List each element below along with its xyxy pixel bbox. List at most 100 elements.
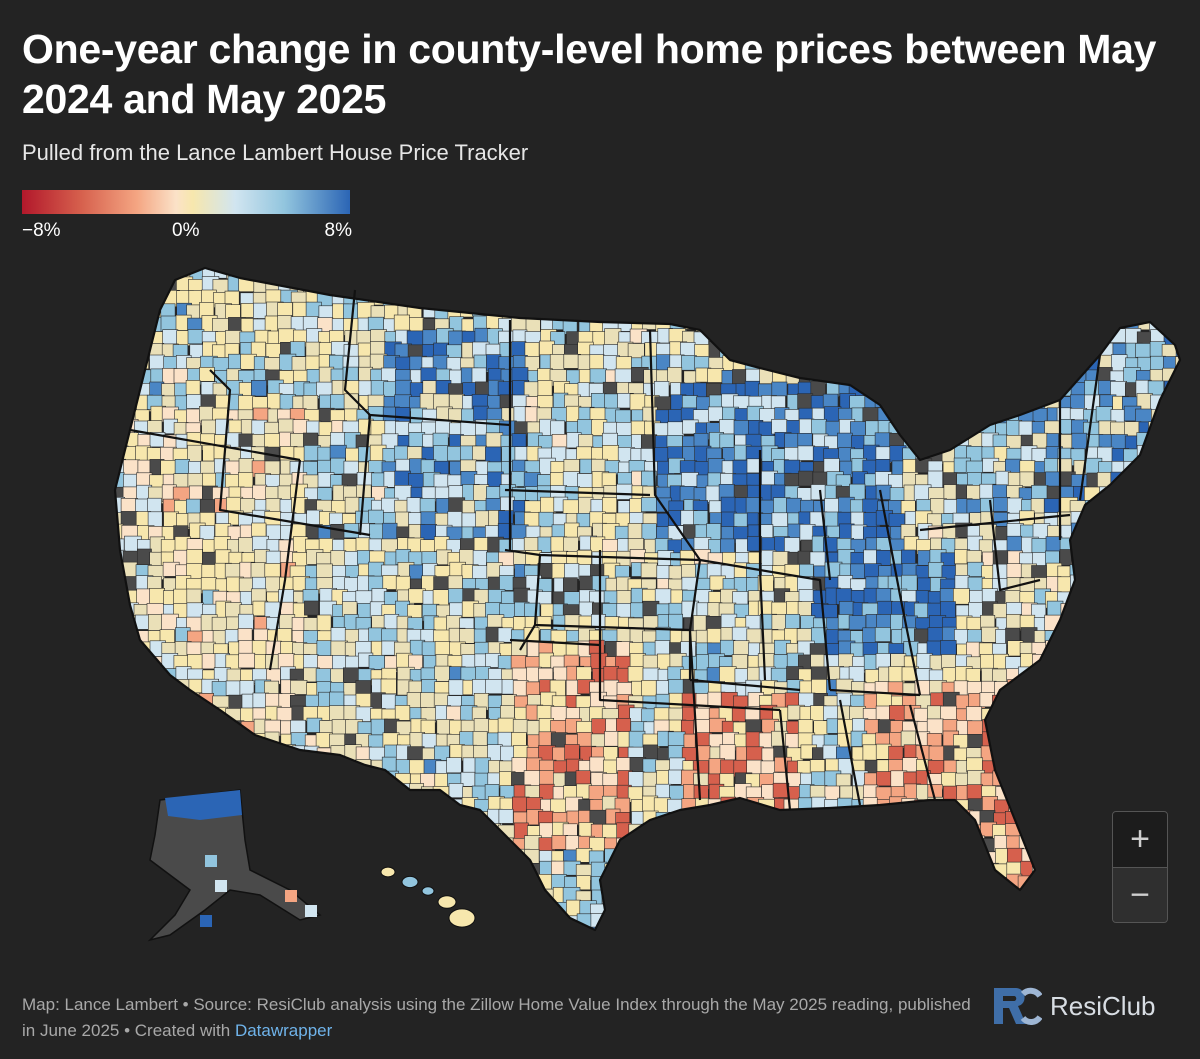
county-cell[interactable] <box>1058 915 1074 930</box>
county-cell[interactable] <box>1060 267 1077 284</box>
county-cell[interactable] <box>1136 538 1153 556</box>
county-cell[interactable] <box>1033 277 1049 294</box>
county-cell[interactable] <box>602 823 619 840</box>
county-cell[interactable] <box>668 278 685 296</box>
county-cell[interactable] <box>745 809 761 826</box>
county-cell[interactable] <box>864 900 880 917</box>
county-cell[interactable] <box>1136 617 1152 633</box>
county-cell[interactable] <box>1123 785 1141 802</box>
county-cell[interactable] <box>941 301 958 318</box>
county-cell[interactable] <box>915 812 931 830</box>
county-cell[interactable] <box>435 797 453 813</box>
county-cell[interactable] <box>928 913 943 930</box>
county-cell[interactable] <box>279 809 298 828</box>
county-cell[interactable] <box>540 302 557 318</box>
county-cell[interactable] <box>1097 927 1113 942</box>
county-cell[interactable] <box>305 266 324 282</box>
county-cell[interactable] <box>566 264 582 282</box>
county-cell[interactable] <box>719 928 737 945</box>
county-cell[interactable] <box>1160 747 1178 765</box>
county-cell[interactable] <box>708 824 724 841</box>
county-cell[interactable] <box>305 771 322 790</box>
county-cell[interactable] <box>708 314 727 331</box>
county-cell[interactable] <box>982 915 998 931</box>
county-cell[interactable] <box>241 902 259 919</box>
county-cell[interactable] <box>473 874 489 890</box>
county-cell[interactable] <box>771 927 788 943</box>
county-cell[interactable] <box>603 927 619 943</box>
county-cell[interactable] <box>395 887 413 906</box>
county-cell[interactable] <box>772 838 790 856</box>
county-cell[interactable] <box>994 393 1012 411</box>
county-cell[interactable] <box>994 342 1011 358</box>
county-cell[interactable] <box>1072 877 1087 894</box>
county-cell[interactable] <box>890 265 906 281</box>
county-cell[interactable] <box>822 900 839 918</box>
county-cell[interactable] <box>1057 629 1075 647</box>
county-cell[interactable] <box>942 785 959 802</box>
county-cell[interactable] <box>1161 392 1178 411</box>
county-cell[interactable] <box>1177 705 1195 722</box>
county-cell[interactable] <box>604 301 620 320</box>
county-cell[interactable] <box>149 695 167 711</box>
county-cell[interactable] <box>1018 744 1034 762</box>
county-cell[interactable] <box>1083 341 1098 358</box>
county-cell[interactable] <box>422 290 439 308</box>
county-cell[interactable] <box>1176 511 1191 528</box>
county-cell[interactable] <box>903 396 921 414</box>
county-cell[interactable] <box>1045 732 1063 751</box>
county-cell[interactable] <box>370 771 388 789</box>
county-cell[interactable] <box>1122 652 1139 669</box>
county-cell[interactable] <box>967 876 985 893</box>
county-cell[interactable] <box>915 406 931 424</box>
county-cell[interactable] <box>551 304 569 321</box>
county-cell[interactable] <box>1164 315 1182 332</box>
county-cell[interactable] <box>694 278 712 296</box>
county-cell[interactable] <box>719 331 737 349</box>
county-cell[interactable] <box>1175 420 1191 436</box>
county-cell[interactable] <box>783 343 799 359</box>
county-cell[interactable] <box>111 797 127 814</box>
county-cell[interactable] <box>1110 669 1127 685</box>
county-cell[interactable] <box>1060 291 1078 308</box>
county-cell[interactable] <box>978 264 995 282</box>
county-cell[interactable] <box>967 915 984 933</box>
county-cell[interactable] <box>305 927 322 941</box>
county-cell[interactable] <box>251 380 267 397</box>
zoom-in-button[interactable]: + <box>1113 812 1167 868</box>
county-cell[interactable] <box>642 886 659 904</box>
county-cell[interactable] <box>331 888 348 906</box>
county-cell[interactable] <box>1021 734 1039 751</box>
county-cell[interactable] <box>627 291 643 307</box>
county-cell[interactable] <box>148 614 164 631</box>
county-cell[interactable] <box>134 851 152 866</box>
county-cell[interactable] <box>407 798 424 814</box>
county-cell[interactable] <box>682 861 697 878</box>
county-cell[interactable] <box>1135 694 1150 711</box>
county-cell[interactable] <box>655 823 671 840</box>
county-cell[interactable] <box>1174 629 1191 645</box>
county-cell[interactable] <box>137 548 152 566</box>
county-cell[interactable] <box>1164 694 1179 710</box>
county-cell[interactable] <box>784 874 800 892</box>
county-cell[interactable] <box>1097 643 1115 659</box>
county-cell[interactable] <box>367 889 386 907</box>
county-cell[interactable] <box>1109 265 1127 281</box>
county-cell[interactable] <box>785 305 803 321</box>
county-cell[interactable] <box>1005 367 1021 384</box>
county-cell[interactable] <box>605 901 620 918</box>
county-cell[interactable] <box>188 770 204 787</box>
county-cell[interactable] <box>1043 707 1060 723</box>
county-cell[interactable] <box>1045 328 1062 343</box>
county-cell[interactable] <box>110 809 127 825</box>
county-cell[interactable] <box>667 847 683 863</box>
county-cell[interactable] <box>917 835 933 852</box>
county-cell[interactable] <box>447 821 464 838</box>
county-cell[interactable] <box>731 302 748 320</box>
county-cell[interactable] <box>355 877 372 893</box>
county-cell[interactable] <box>473 405 489 422</box>
county-cell[interactable] <box>290 824 307 841</box>
county-cell[interactable] <box>174 459 190 475</box>
county-cell[interactable] <box>850 370 867 388</box>
county-cell[interactable] <box>1174 668 1190 686</box>
